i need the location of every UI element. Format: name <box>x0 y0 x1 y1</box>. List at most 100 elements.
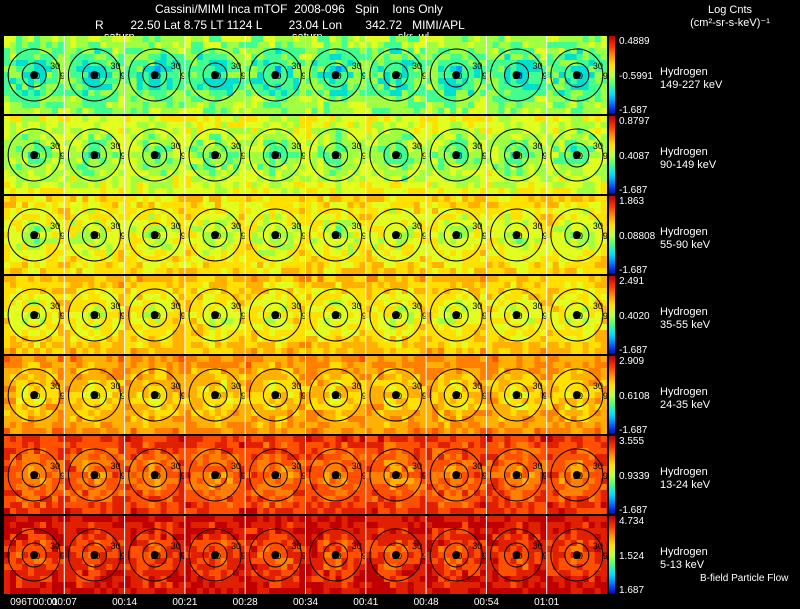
pixel-cell <box>232 122 240 129</box>
pixel-cell <box>178 84 186 91</box>
pixel-cell <box>130 288 138 295</box>
pixel-cell <box>64 188 71 194</box>
pixel-cell <box>10 244 17 251</box>
pixel-cell <box>444 78 451 85</box>
pixel-cell <box>257 90 264 97</box>
pixel-cell <box>317 72 324 79</box>
contour-label: 30 <box>50 141 60 151</box>
pixel-cell <box>166 158 174 165</box>
pixel-cell <box>82 276 89 283</box>
pixel-cell <box>34 262 41 269</box>
pixel-cell <box>438 256 445 263</box>
pixel-cell <box>347 268 354 274</box>
pixel-cell <box>552 256 560 263</box>
pixel-cell <box>534 182 541 189</box>
pixel-cell <box>468 90 475 97</box>
pixel-cell <box>480 214 487 221</box>
pixel-cell <box>82 122 89 129</box>
contour-label: 60 <box>332 231 342 241</box>
pixel-cell <box>594 196 602 203</box>
pixel-cell <box>546 188 554 194</box>
pixel-cell <box>28 214 35 221</box>
pixel-cell <box>534 140 541 147</box>
pixel-cell <box>419 268 427 274</box>
pixel-cell <box>40 152 47 159</box>
pixel-cell <box>118 244 125 251</box>
pixel-cell <box>178 238 186 245</box>
pixel-cell <box>58 122 65 129</box>
pixel-cell <box>419 196 427 203</box>
pixel-cell <box>462 262 469 269</box>
pixel-cell <box>124 256 132 263</box>
pixel-cell <box>516 54 523 61</box>
pitch-angle-contour <box>550 208 604 262</box>
pixel-cell <box>16 90 23 97</box>
pixel-cell <box>492 214 499 221</box>
pixel-cell <box>534 146 541 153</box>
pixel-cell <box>528 122 535 129</box>
pixel-cell <box>190 250 198 257</box>
pixel-cell <box>522 36 529 43</box>
pixel-cell <box>347 122 354 129</box>
pixel-cell <box>160 108 168 114</box>
pixel-cell <box>124 90 132 97</box>
pixel-cell <box>311 84 318 91</box>
pixel-cell <box>251 268 258 274</box>
pixel-cell <box>323 262 330 269</box>
pixel-cell <box>522 140 529 147</box>
pixel-cell <box>4 176 11 183</box>
pixel-cell <box>600 244 607 251</box>
pixel-cell <box>52 182 59 189</box>
pixel-cell <box>407 170 415 177</box>
pixel-cell <box>426 208 433 215</box>
pixel-cell <box>82 78 89 85</box>
pixel-cell <box>546 96 554 103</box>
pixel-cell <box>142 276 150 283</box>
pixel-cell <box>275 90 282 97</box>
pixel-cell <box>196 208 204 215</box>
pixel-cell <box>347 188 354 194</box>
pixel-cell <box>558 90 566 97</box>
pixel-cell <box>238 84 246 91</box>
pixel-cell <box>558 122 566 129</box>
pixel-cell <box>365 220 373 227</box>
pixel-cell <box>456 262 463 269</box>
pixel-cell <box>202 196 210 203</box>
pixel-cell <box>299 182 306 189</box>
pixel-cell <box>166 72 174 79</box>
pixel-cell <box>359 262 366 269</box>
pixel-cell <box>311 268 318 274</box>
pixel-cell <box>154 188 162 194</box>
pixel-cell <box>407 108 415 114</box>
pixel-cell <box>58 226 65 233</box>
pixel-cell <box>359 208 366 215</box>
pixel-cell <box>148 244 156 251</box>
pixel-cell <box>178 196 186 203</box>
pixel-cell <box>34 288 41 295</box>
pixel-cell <box>64 102 71 109</box>
pixel-cell <box>202 140 210 147</box>
pixel-cell <box>570 208 578 215</box>
pixel-cell <box>498 170 505 177</box>
pixel-cell <box>377 226 385 233</box>
pixel-cell <box>28 78 35 85</box>
pixel-cell <box>46 164 53 171</box>
pixel-cell <box>172 324 180 331</box>
pixel-cell <box>468 164 475 171</box>
pixel-cell <box>468 176 475 183</box>
pixel-cell <box>160 164 168 171</box>
contour-label: 60 <box>271 231 281 241</box>
contour-label: 60 <box>271 71 281 81</box>
contour-label: 30 <box>50 61 60 71</box>
pixel-cell <box>88 318 95 325</box>
pixel-cell <box>365 244 373 251</box>
pixel-cell <box>462 54 469 61</box>
pixel-cell <box>582 48 590 55</box>
pixel-cell <box>214 226 222 233</box>
pixel-cell <box>570 244 578 251</box>
pixel-cell <box>124 336 132 343</box>
pixel-cell <box>46 128 53 135</box>
pixel-cell <box>178 282 186 289</box>
pixel-cell <box>371 72 379 79</box>
bfield-direction-marker <box>271 151 280 159</box>
